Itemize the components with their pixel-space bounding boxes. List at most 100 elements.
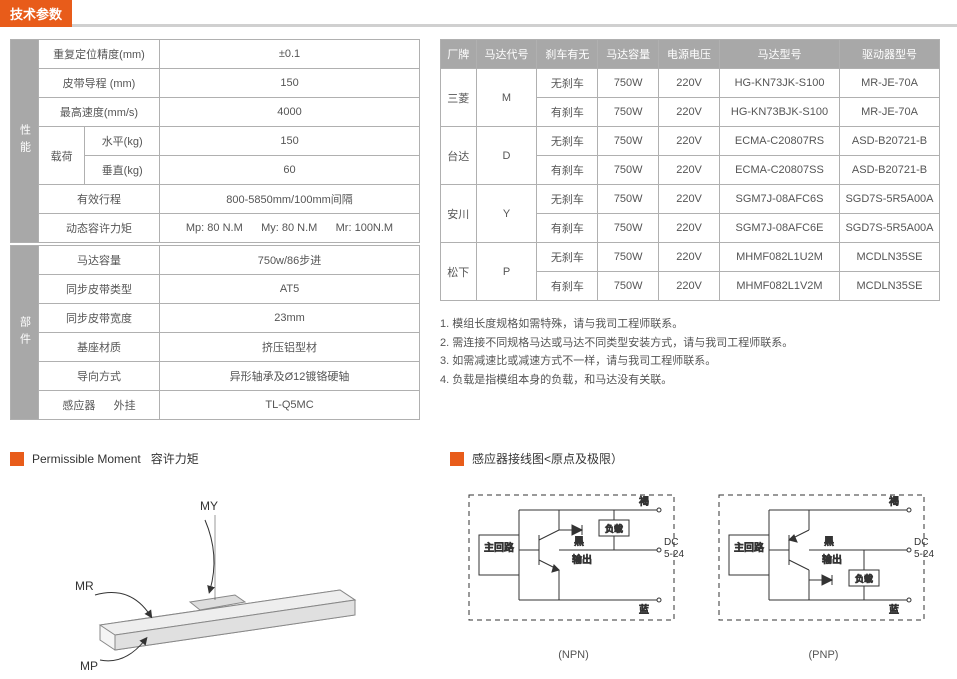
cap-cell: 750W [598, 243, 659, 272]
note-line: 2. 需连接不同规格马达或马达不同类型安装方式，请与我司工程师联系。 [440, 334, 940, 353]
circuit-label-pnp: (PNP) [714, 649, 934, 661]
spec-label: 动态容许力矩 [39, 214, 160, 243]
circuit-label-npn: (NPN) [464, 649, 684, 661]
svg-text:蓝: 蓝 [889, 604, 899, 616]
section-label: 感应器接线图<原点及极限） [472, 450, 623, 467]
svg-text:褐: 褐 [639, 495, 649, 508]
circuit-npn: 主回路 褐 负载 黑 输出 [464, 485, 684, 640]
spec-label: 水平(kg) [85, 127, 160, 156]
spec-group-load: 载荷 [39, 127, 85, 185]
moment-diagram: MY MR MP [60, 485, 380, 675]
section-title-sensor: 感应器接线图<原点及极限） [450, 450, 947, 467]
brake-cell: 无刹车 [537, 243, 598, 272]
spec-label: 有效行程 [39, 185, 160, 214]
spec-label: 同步皮带宽度 [39, 304, 160, 333]
model-cell: HG-KN73JK-S100 [720, 69, 840, 98]
col-header: 电源电压 [659, 40, 720, 69]
spec-label: 基座材质 [39, 333, 160, 362]
orange-box-icon [450, 452, 464, 466]
spec-label: 感应器 外挂 [39, 391, 160, 420]
svg-text:负载: 负载 [604, 523, 622, 534]
section-title-moment: Permissible Moment 容许力矩 [10, 450, 430, 467]
cap-cell: 750W [598, 156, 659, 185]
header-divider [0, 24, 957, 27]
driver-cell: MCDLN35SE [840, 243, 940, 272]
volt-cell: 220V [659, 185, 720, 214]
cap-cell: 750W [598, 185, 659, 214]
driver-cell: MCDLN35SE [840, 272, 940, 301]
orange-box-icon [10, 452, 24, 466]
brake-cell: 无刹车 [537, 185, 598, 214]
col-header: 马达型号 [720, 40, 840, 69]
spec-label: 同步皮带类型 [39, 275, 160, 304]
brake-cell: 无刹车 [537, 127, 598, 156]
cap-cell: 750W [598, 127, 659, 156]
spec-value: TL-Q5MC [160, 391, 420, 420]
cap-cell: 750W [598, 98, 659, 127]
driver-cell: SGD7S-5R5A00A [840, 185, 940, 214]
spec-value: Mp: 80 N.M My: 80 N.M Mr: 100N.M [160, 214, 420, 243]
spec-label: 导向方式 [39, 362, 160, 391]
circuit-pnp: 主回路 褐 黑 输出 负载 [714, 485, 934, 640]
model-cell: HG-KN73BJK-S100 [720, 98, 840, 127]
col-header: 马达容量 [598, 40, 659, 69]
svg-text:负载: 负载 [854, 573, 872, 584]
volt-cell: 220V [659, 156, 720, 185]
note-line: 3. 如需减速比或减速方式不一样，请与我司工程师联系。 [440, 352, 940, 371]
svg-text:DC: DC [914, 537, 928, 548]
notes-block: 1. 模组长度规格如需特殊，请与我司工程师联系。 2. 需连接不同规格马达或马达… [440, 315, 940, 390]
svg-text:褐: 褐 [889, 495, 899, 508]
brake-cell: 有刹车 [537, 156, 598, 185]
spec-label: 垂直(kg) [85, 156, 160, 185]
specs-table: 性能 重复定位精度(mm) ±0.1 皮带导程 (mm) 150 最高速度(mm… [10, 39, 420, 420]
spec-value: 23mm [160, 304, 420, 333]
code-cell: Y [476, 185, 537, 243]
model-cell: MHMF082L1U2M [720, 243, 840, 272]
svg-text:5-24V: 5-24V [914, 549, 934, 560]
svg-text:黑: 黑 [824, 536, 834, 548]
svg-text:黑: 黑 [574, 536, 584, 548]
brake-cell: 有刹车 [537, 272, 598, 301]
spec-value: AT5 [160, 275, 420, 304]
spec-value: ±0.1 [160, 40, 420, 69]
my-label: MY [200, 499, 218, 513]
spec-label: 皮带导程 (mm) [39, 69, 160, 98]
svg-text:主回路: 主回路 [734, 541, 764, 554]
spec-value: 150 [160, 69, 420, 98]
code-cell: P [476, 243, 537, 301]
svg-text:主回路: 主回路 [484, 541, 514, 554]
spec-value: 150 [160, 127, 420, 156]
svg-text:5-24V: 5-24V [664, 549, 684, 560]
mr-label: MR [75, 579, 94, 593]
spec-value: 4000 [160, 98, 420, 127]
col-header: 厂牌 [441, 40, 477, 69]
driver-cell: SGD7S-5R5A00A [840, 214, 940, 243]
driver-cell: ASD-B20721-B [840, 156, 940, 185]
cap-cell: 750W [598, 272, 659, 301]
model-cell: MHMF082L1V2M [720, 272, 840, 301]
model-cell: ECMA-C20807RS [720, 127, 840, 156]
motor-table: 厂牌 马达代号 刹车有无 马达容量 电源电压 马达型号 驱动器型号 三菱 M 无… [440, 39, 940, 301]
driver-cell: MR-JE-70A [840, 69, 940, 98]
spec-label: 马达容量 [39, 246, 160, 275]
volt-cell: 220V [659, 243, 720, 272]
section-label: Permissible Moment 容许力矩 [32, 450, 199, 467]
group-parts: 部件 [11, 246, 39, 420]
code-cell: D [476, 127, 537, 185]
spec-value: 60 [160, 156, 420, 185]
spec-value: 挤压铝型材 [160, 333, 420, 362]
volt-cell: 220V [659, 214, 720, 243]
brand-cell: 三菱 [441, 69, 477, 127]
spec-label: 重复定位精度(mm) [39, 40, 160, 69]
volt-cell: 220V [659, 127, 720, 156]
volt-cell: 220V [659, 69, 720, 98]
spec-value: 750w/86步进 [160, 246, 420, 275]
col-header: 马达代号 [476, 40, 537, 69]
note-line: 1. 模组长度规格如需特殊，请与我司工程师联系。 [440, 315, 940, 334]
model-cell: SGM7J-08AFC6S [720, 185, 840, 214]
brake-cell: 有刹车 [537, 98, 598, 127]
volt-cell: 220V [659, 272, 720, 301]
group-performance: 性能 [11, 40, 39, 243]
brand-cell: 台达 [441, 127, 477, 185]
page-header: 技术参数 [0, 0, 72, 27]
